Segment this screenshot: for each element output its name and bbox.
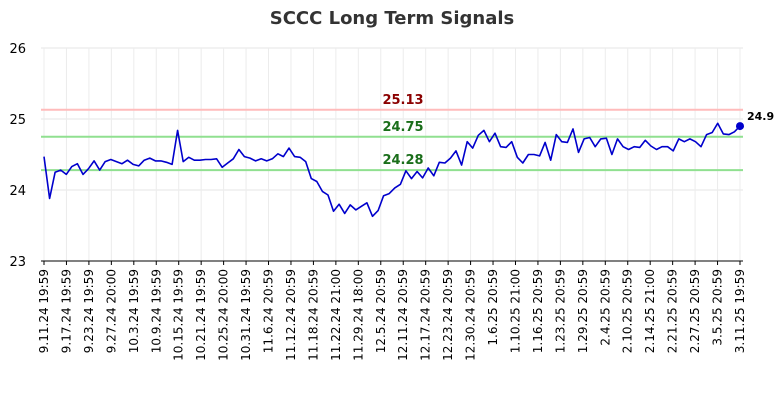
x-tick-label: 10.3.24 19:59	[127, 269, 141, 353]
x-tick-label: 2.14.25 21:00	[643, 269, 657, 353]
x-tick-label: 12.5.24 20:59	[374, 269, 388, 353]
x-tick-label: 9.27.24 20:00	[104, 269, 118, 353]
x-tick-label: 3.11.25 19:59	[733, 269, 747, 353]
x-tick-label: 11.6.24 20:59	[262, 269, 276, 353]
x-tick-label: 12.11.24 20:59	[396, 269, 410, 361]
x-tick-label: 10.15.24 19:59	[172, 269, 186, 361]
x-tick-label: 10.25.24 20:00	[217, 269, 231, 361]
x-tick-label: 11.29.24 18:00	[351, 269, 365, 361]
x-tick-label: 3.5.25 20:59	[711, 269, 725, 346]
axes: 23 24 25 26 9.11.24 19:59 9.17.24 19:59 9.23.2…	[9, 42, 747, 361]
series-line	[43, 122, 741, 218]
x-tick-label: 2.10.25 20:59	[621, 269, 635, 353]
x-tick-label: 12.30.24 20:59	[464, 269, 478, 361]
x-tick-label: 1.23.25 20:59	[553, 269, 567, 353]
x-tick-label: 2.27.25 20:59	[688, 269, 702, 353]
x-tick-label: 11.18.24 20:59	[306, 269, 320, 361]
chart-title: SCCC Long Term Signals	[269, 8, 515, 29]
x-tick-label: 12.17.24 20:59	[419, 269, 433, 361]
x-tick-label: 12.23.24 20:59	[441, 269, 455, 361]
last-point-label: 24.9	[747, 110, 774, 123]
y-tick-label: 24	[9, 184, 26, 199]
reference-line-label: 25.13	[382, 93, 423, 108]
grid-lines	[41, 47, 743, 262]
x-tick-label: 10.21.24 19:59	[194, 269, 208, 361]
y-tick-label: 26	[9, 42, 26, 57]
labels-layer: 25.13 24.75 24.28 24.9	[382, 93, 774, 168]
x-tick-label: 9.11.24 19:59	[37, 269, 51, 353]
reference-line-label: 24.28	[382, 153, 423, 168]
x-tick-label: 10.9.24 19:59	[149, 269, 163, 353]
y-tick-label: 23	[9, 255, 26, 270]
x-tick-label: 2.4.25 20:59	[598, 269, 612, 346]
x-tick-label: 1.16.25 20:59	[531, 269, 545, 353]
x-tick-label: 2.21.25 20:59	[666, 269, 680, 353]
reference-line-label: 24.75	[382, 120, 423, 135]
x-tick-label: 9.17.24 19:59	[59, 269, 73, 353]
x-tick-label: 10.31.24 19:59	[239, 269, 253, 361]
x-tick-label: 1.29.25 20:59	[576, 269, 590, 353]
x-tick-label: 11.12.24 20:59	[284, 269, 298, 361]
last-point-marker	[736, 122, 744, 131]
x-tick-label: 1.10.25 21:00	[508, 269, 522, 353]
x-tick-label: 9.23.24 19:59	[82, 269, 96, 353]
y-tick-label: 25	[9, 113, 26, 128]
series-layer	[43, 122, 744, 218]
x-tick-label: 11.22.24 21:00	[329, 269, 343, 361]
reference-lines	[41, 108, 743, 172]
x-tick-label: 1.6.25 20:59	[486, 269, 500, 346]
